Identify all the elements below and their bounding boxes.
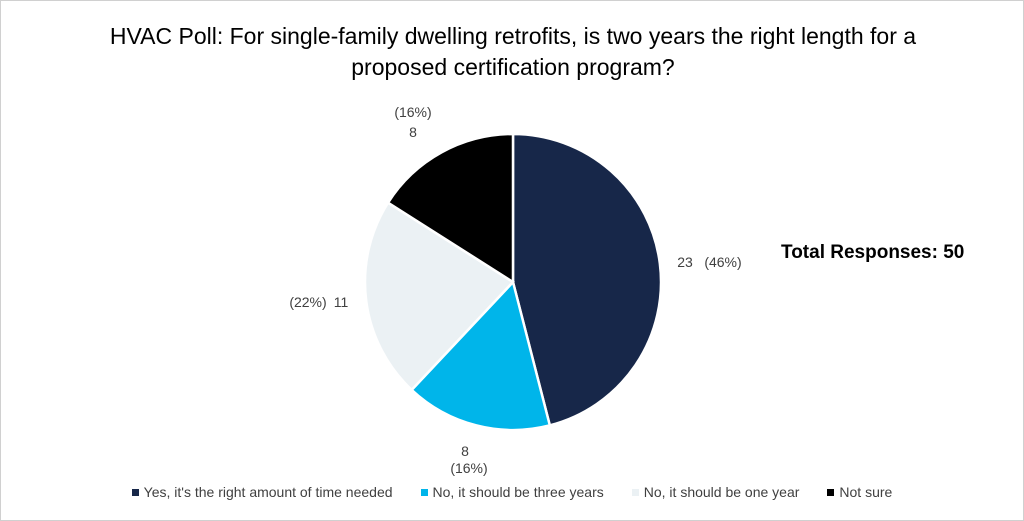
legend-label: Not sure	[839, 484, 893, 500]
data-label-value: 8	[409, 124, 417, 140]
legend-item: No, it should be three years	[420, 484, 604, 500]
legend-item: Not sure	[827, 484, 892, 500]
pie-slice	[363, 200, 515, 392]
data-label-value: 23	[677, 254, 693, 270]
total-responses: Total Responses: 50	[781, 242, 965, 263]
pie-slice	[386, 132, 515, 285]
legend-label: No, it should be one year	[643, 484, 800, 500]
legend-swatch	[420, 488, 428, 496]
data-label-value: 11	[334, 294, 349, 310]
data-label-value: 8	[461, 443, 469, 459]
data-label-percent: (22%)	[289, 294, 326, 310]
pie-slice	[409, 279, 552, 432]
data-label-percent: (16%)	[394, 104, 431, 120]
legend-item: Yes, it's the right amount of time neede…	[131, 484, 393, 500]
data-label-percent: (46%)	[704, 254, 741, 270]
legend-swatch	[131, 488, 139, 496]
pie-slice	[511, 132, 663, 427]
legend-swatch	[631, 488, 639, 496]
chart-title: HVAC Poll: For single-family dwelling re…	[109, 23, 917, 80]
legend-swatch	[827, 488, 835, 496]
legend-label: No, it should be three years	[432, 484, 604, 500]
legend-item: No, it should be one year	[631, 484, 800, 500]
data-label-percent: (16%)	[450, 460, 487, 476]
legend-label: Yes, it's the right amount of time neede…	[143, 484, 393, 500]
legend: Yes, it's the right amount of time neede…	[1, 484, 1023, 500]
